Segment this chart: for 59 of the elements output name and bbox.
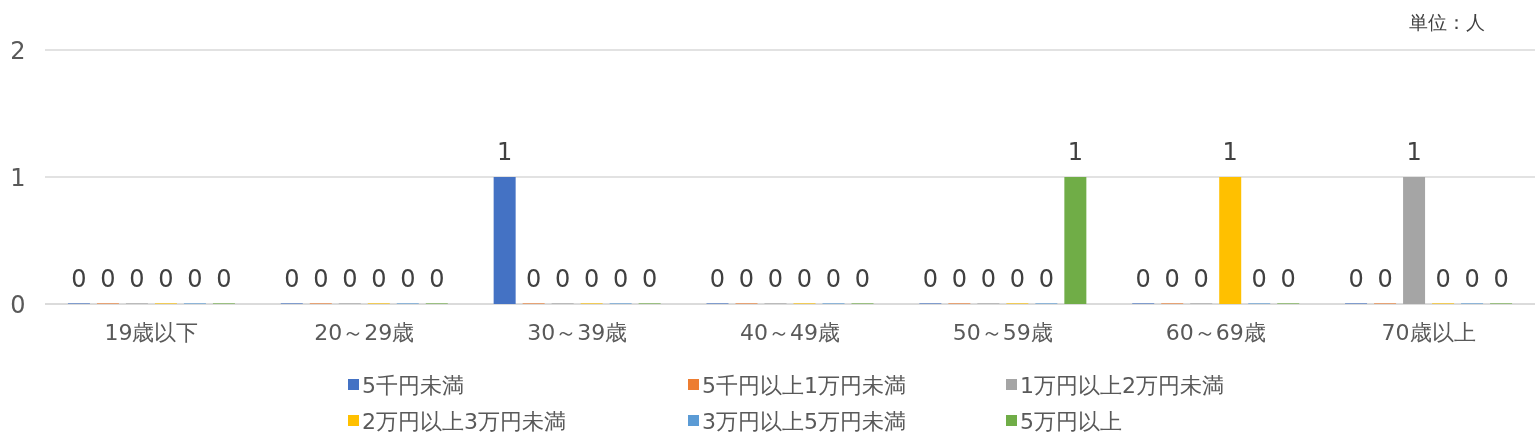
data-label: 0 [429,265,445,293]
data-label: 1 [1222,138,1238,166]
data-label: 1 [1406,138,1422,166]
y-tick-label: 1 [10,164,26,192]
y-tick-label: 0 [10,291,26,319]
data-label: 0 [555,265,571,293]
x-tick-label: 30～39歳 [527,320,628,345]
legend-label: 1万円以上2万円未満 [1020,373,1224,398]
data-label: 0 [825,265,842,293]
x-tick-label: 40～49歳 [740,320,840,345]
data-label: 0 [1348,265,1364,293]
data-label: 0 [1377,265,1393,293]
data-label: 0 [284,265,300,293]
data-label: 0 [922,265,938,293]
x-tick-label: 50～59歳 [952,320,1053,345]
data-label: 0 [158,265,174,293]
text: 単位：人 [1409,11,1485,33]
x-tick-label: 19歳以下 [104,320,199,345]
data-label: 0 [1164,265,1180,293]
data-label: 0 [313,265,329,293]
data-label: 0 [1038,265,1054,293]
data-label: 0 [980,265,996,293]
y-tick-label: 2 [10,37,26,65]
data-label: 0 [1493,265,1509,293]
data-label: 0 [1435,265,1451,293]
data-label: 0 [129,265,145,293]
data-label: 0 [216,265,232,293]
data-label: 0 [951,265,967,293]
data-label: 0 [71,265,87,293]
data-label: 0 [526,265,542,293]
data-label: 0 [100,265,116,293]
data-label: 0 [1193,265,1209,293]
data-label: 0 [371,265,387,293]
data-label: 0 [1009,265,1025,293]
legend-label: 5千円未満 [362,373,464,398]
data-label: 0 [767,265,784,293]
data-label: 0 [796,265,813,293]
data-label: 0 [709,265,726,293]
x-tick-label: 60～69歳 [1165,320,1266,345]
data-label: 0 [187,265,203,293]
data-label: 1 [497,138,513,166]
legend-label: 5万円以上 [1020,409,1122,433]
legend-label: 3万円以上5万円未満 [702,409,906,433]
data-label: 0 [854,265,871,293]
data-label: 0 [613,265,629,293]
data-label: 0 [1135,265,1151,293]
legend-label: 5千円以上1万円未満 [702,373,906,398]
data-label: 0 [642,265,658,293]
data-label: 0 [1251,265,1267,293]
data-label: 0 [342,265,358,293]
data-label: 1 [1067,138,1083,166]
data-label: 0 [738,265,755,293]
data-label: 0 [584,265,600,293]
x-tick-label: 70歳以上 [1381,320,1476,345]
data-label: 0 [1464,265,1480,293]
legend-label: 2万円以上3万円未満 [362,409,566,433]
data-label: 0 [400,265,416,293]
data-label: 0 [1280,265,1296,293]
x-tick-label: 20～29歳 [314,320,415,345]
